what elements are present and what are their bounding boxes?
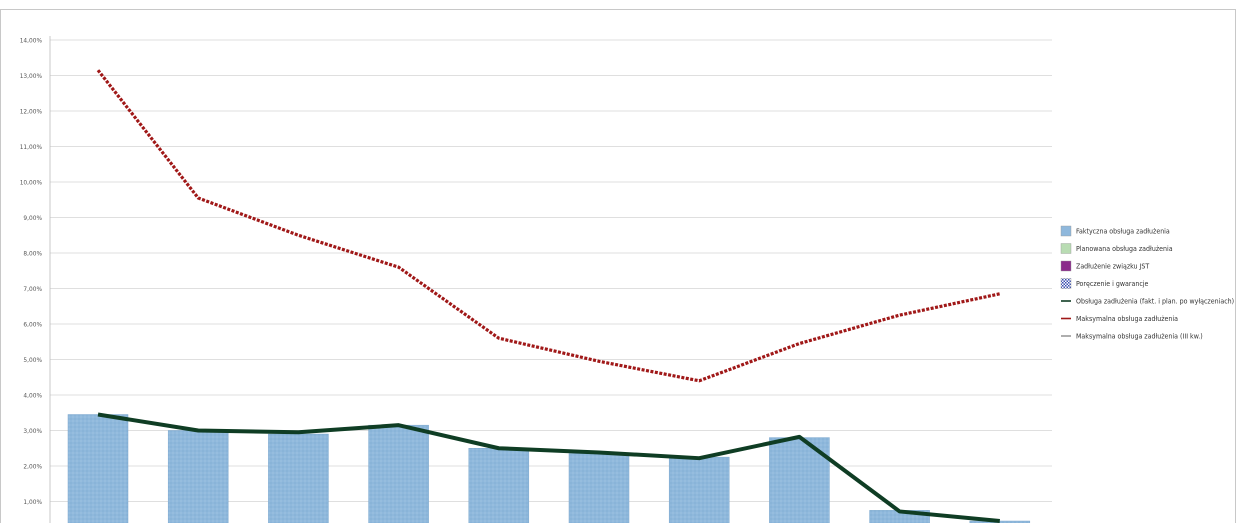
legend-swatch-icon (1060, 243, 1072, 254)
y-tick-label: 8,00% (23, 250, 42, 258)
legend-swatch-icon (1060, 260, 1072, 272)
y-tick-label: 2,00% (23, 463, 42, 471)
legend: Faktyczna obsługa zadłużenia Planowana ob… (1060, 225, 1234, 341)
debt-service-line (97, 412, 1000, 523)
y-tick-label: 9,00% (23, 214, 42, 222)
legend-label: Planowana obsługa zadłużenia (1076, 245, 1173, 253)
legend-swatch-icon (1060, 278, 1072, 289)
bar-series (67, 414, 1031, 523)
max-debt-service-line (96, 69, 1001, 383)
y-tick-label: 10,00% (20, 179, 43, 187)
bar (268, 433, 329, 523)
y-tick-label: 4,00% (23, 392, 42, 400)
bar (167, 430, 229, 523)
y-tick-label: 1,00% (23, 498, 42, 506)
y-tick-label: 13,00% (20, 72, 43, 80)
y-tick-label: 14,00% (20, 37, 43, 45)
y-tick-label: 5,00% (23, 356, 42, 364)
y-tick-label: 11,00% (20, 143, 43, 151)
bar (568, 453, 630, 523)
legend-label: Maksymalna obsługa zadłużenia (III kw.) (1076, 333, 1203, 341)
y-tick-label: 6,00% (23, 321, 42, 329)
y-tick-label: 3,00% (23, 427, 42, 435)
legend-label: Poręczenie i gwarancje (1076, 280, 1149, 288)
y-axis: 1,00% 2,00% 3,00% 4,00% 5,00% 6,00% 7,00% 8,00%… (20, 36, 51, 523)
legend-label: Faktyczna obsługa zadłużenia (1076, 228, 1170, 236)
legend-label: Obsługa zadłużenia (fakt. i plan. po wył… (1076, 298, 1234, 306)
bar (468, 448, 530, 523)
bar (668, 456, 730, 523)
legend-label: Zadłużenie związku JST (1076, 263, 1149, 271)
legend-swatch-icon (1060, 225, 1072, 237)
y-tick-label: 7,00% (23, 285, 42, 293)
y-tick-label: 12,00% (20, 108, 43, 116)
legend-label: Maksymalna obsługa zadłużenia (1076, 315, 1178, 323)
bar (67, 414, 129, 523)
line-series (96, 69, 1001, 523)
bar (368, 424, 429, 523)
